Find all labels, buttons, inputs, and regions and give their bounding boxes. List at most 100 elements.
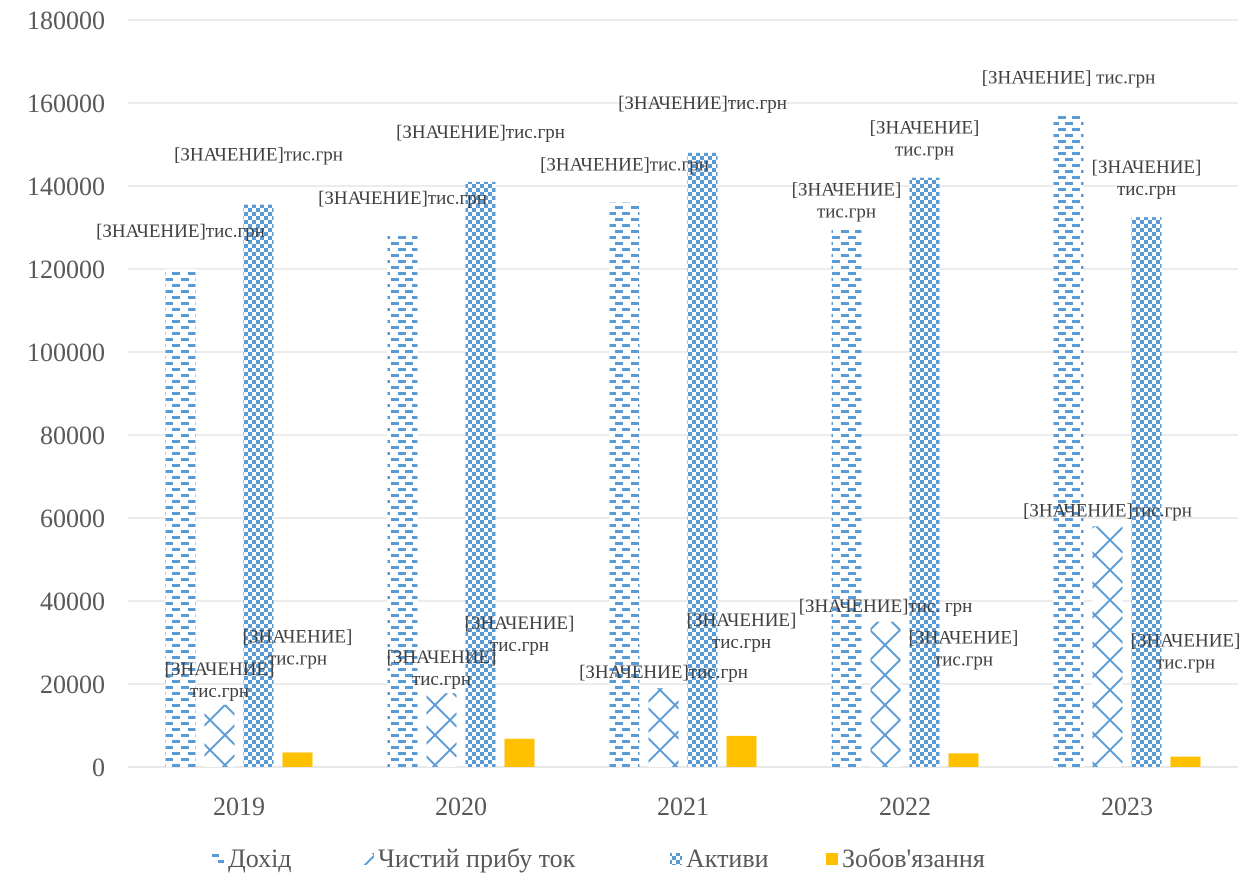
data-label-line: тис.грн bbox=[934, 649, 993, 670]
data-label: [ЗНАЧЕНИЕ]тис. грн bbox=[799, 596, 973, 617]
y-tick-label: 100000 bbox=[27, 338, 105, 367]
bar-0-2021 bbox=[609, 202, 640, 768]
data-label-line: тис.грн bbox=[1117, 179, 1176, 200]
data-label-line: тис.грн bbox=[712, 632, 771, 653]
data-label-line: [ЗНАЧЕНИЕ]тис.грн bbox=[318, 188, 487, 209]
data-label: [ЗНАЧЕНИЕ]тис.грн bbox=[96, 221, 265, 242]
x-tick-label: 2022 bbox=[879, 792, 931, 821]
data-label-line: тис.грн bbox=[1156, 653, 1215, 674]
legend-label: Активи bbox=[686, 844, 769, 873]
data-label-line: тис.грн bbox=[817, 202, 876, 223]
gridlines bbox=[128, 19, 1238, 768]
bar-0-2019 bbox=[165, 269, 196, 767]
data-label-line: [ЗНАЧЕНИЕ]тис.грн bbox=[579, 662, 748, 683]
bar-2-2023 bbox=[1131, 217, 1162, 767]
data-label-line: [ЗНАЧЕНИЕ] тис.грн bbox=[982, 67, 1156, 88]
bar-2-2021 bbox=[687, 152, 718, 768]
data-label-line: [ЗНАЧЕНИЕ] bbox=[165, 659, 275, 680]
data-label: [ЗНАЧЕНИЕ]тис.грн bbox=[465, 613, 575, 656]
bar-1-2023 bbox=[1092, 526, 1123, 767]
data-label-line: тис.грн bbox=[412, 669, 471, 690]
data-label-line: тис.грн bbox=[895, 140, 954, 161]
data-labels: [ЗНАЧЕНИЕ]тис.грн[ЗНАЧЕНИЕ]тис.грн[ЗНАЧЕ… bbox=[96, 67, 1240, 701]
bar-3-2023 bbox=[1170, 756, 1201, 767]
data-label-line: тис.грн bbox=[268, 648, 327, 669]
x-tick-label: 2019 bbox=[213, 792, 265, 821]
data-label: [ЗНАЧЕНИЕ]тис.грн bbox=[1023, 500, 1192, 521]
bars bbox=[165, 115, 1201, 768]
y-tick-label: 160000 bbox=[27, 89, 105, 118]
bar-0-2022 bbox=[831, 227, 862, 767]
y-tick-label: 0 bbox=[92, 753, 105, 782]
data-label: [ЗНАЧЕНИЕ]тис.грн bbox=[1092, 157, 1202, 200]
y-tick-label: 20000 bbox=[40, 670, 105, 699]
data-label: [ЗНАЧЕНИЕ]тис.грн bbox=[870, 118, 980, 161]
bar-1-2020 bbox=[426, 693, 457, 767]
data-label-line: [ЗНАЧЕНИЕ]тис.грн bbox=[540, 155, 709, 176]
bar-2-2020 bbox=[465, 181, 496, 768]
data-label: [ЗНАЧЕНИЕ]тис.грн bbox=[174, 145, 343, 166]
y-tick-label: 80000 bbox=[40, 421, 105, 450]
data-label: [ЗНАЧЕНИЕ]тис.грн bbox=[687, 610, 797, 653]
legend-swatch bbox=[670, 853, 682, 865]
x-tick-label: 2021 bbox=[657, 792, 709, 821]
data-label-line: [ЗНАЧЕНИЕ] bbox=[687, 610, 797, 631]
data-label-line: [ЗНАЧЕНИЕ] bbox=[465, 613, 575, 634]
y-axis: 0 20000 40000 60000 80000 100000 120000 140000 1… bbox=[27, 6, 105, 782]
data-label-line: [ЗНАЧЕНИЕ] bbox=[909, 627, 1019, 648]
data-label-line: [ЗНАЧЕНИЕ]тис.грн bbox=[618, 93, 787, 114]
data-label: [ЗНАЧЕНИЕ]тис.грн bbox=[792, 180, 902, 223]
bar-3-2021 bbox=[726, 735, 757, 767]
x-tick-label: 2020 bbox=[435, 792, 487, 821]
data-label: [ЗНАЧЕНИЕ]тис.грн bbox=[618, 93, 787, 114]
bar-2-2019 bbox=[243, 204, 274, 768]
data-label: [ЗНАЧЕНИЕ]тис.грн bbox=[909, 627, 1019, 670]
data-label: [ЗНАЧЕНИЕ]тис.грн bbox=[243, 626, 353, 669]
bar-3-2020 bbox=[504, 738, 535, 767]
legend: Дохід Чистий прибу ток Активи Зобов'язання bbox=[212, 844, 985, 873]
data-label: [ЗНАЧЕНИЕ]тис.грн bbox=[579, 662, 748, 683]
data-label-line: [ЗНАЧЕНИЕ]тис.грн bbox=[96, 221, 265, 242]
legend-label: Чистий прибу ток bbox=[378, 844, 576, 873]
y-tick-label: 140000 bbox=[27, 172, 105, 201]
bar-0-2023 bbox=[1053, 115, 1084, 767]
data-label: [ЗНАЧЕНИЕ]тис.грн bbox=[540, 155, 709, 176]
legend-label: Дохід bbox=[228, 844, 292, 873]
data-label-line: [ЗНАЧЕНИЕ] bbox=[1092, 157, 1202, 178]
data-label: [ЗНАЧЕНИЕ]тис.грн bbox=[165, 659, 275, 702]
data-label: [ЗНАЧЕНИЕ]тис.грн bbox=[318, 188, 487, 209]
x-axis: 2019 2020 2021 2022 2023 bbox=[213, 792, 1153, 821]
y-tick-label: 180000 bbox=[27, 6, 105, 35]
data-label: [ЗНАЧЕНИЕ]тис.грн bbox=[396, 122, 565, 143]
data-label: [ЗНАЧЕНИЕ] тис.грн bbox=[982, 67, 1156, 88]
bar-3-2019 bbox=[282, 752, 313, 767]
data-label-line: [ЗНАЧЕНИЕ] bbox=[792, 180, 902, 201]
data-label-line: [ЗНАЧЕНИЕ] bbox=[870, 118, 980, 139]
bar-0-2020 bbox=[387, 235, 418, 768]
bar-1-2019 bbox=[204, 704, 235, 767]
data-label-line: [ЗНАЧЕНИЕ]тис.грн bbox=[1023, 500, 1192, 521]
bar-3-2022 bbox=[948, 753, 979, 767]
y-tick-label: 120000 bbox=[27, 255, 105, 284]
data-label-line: тис.грн bbox=[190, 681, 249, 702]
data-label-line: [ЗНАЧЕНИЕ]тис.грн bbox=[174, 145, 343, 166]
bar-1-2021 bbox=[648, 688, 679, 767]
data-label-line: [ЗНАЧЕНИЕ] bbox=[1131, 631, 1241, 652]
data-label-line: [ЗНАЧЕНИЕ]тис.грн bbox=[396, 122, 565, 143]
data-label: [ЗНАЧЕНИЕ]тис.грн bbox=[1131, 631, 1241, 674]
y-tick-label: 60000 bbox=[40, 504, 105, 533]
x-tick-label: 2023 bbox=[1101, 792, 1153, 821]
legend-swatch bbox=[362, 853, 374, 865]
y-tick-label: 40000 bbox=[40, 587, 105, 616]
data-label-line: [ЗНАЧЕНИЕ] bbox=[243, 626, 353, 647]
legend-label: Зобов'язання bbox=[842, 844, 985, 873]
data-label-line: [ЗНАЧЕНИЕ]тис. грн bbox=[799, 596, 973, 617]
data-label: [ЗНАЧЕНИЕ]тис.грн bbox=[387, 647, 497, 690]
bar-2-2022 bbox=[909, 177, 940, 767]
data-label-line: [ЗНАЧЕНИЕ] bbox=[387, 647, 497, 668]
bar-1-2022 bbox=[870, 621, 901, 767]
data-label-line: тис.грн bbox=[490, 635, 549, 656]
legend-swatch bbox=[212, 853, 224, 865]
legend-swatch bbox=[826, 853, 838, 865]
